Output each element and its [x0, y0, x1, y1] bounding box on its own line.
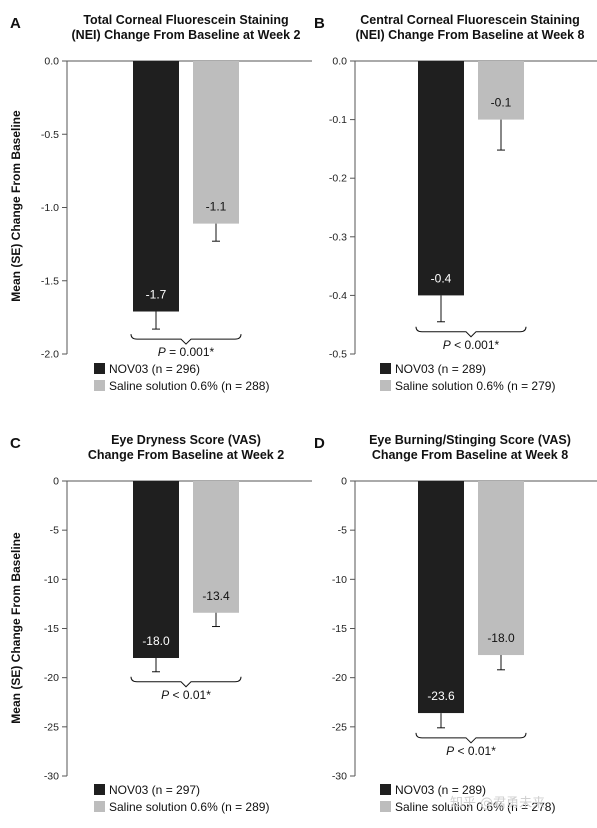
- panel-title-line: Total Corneal Fluorescein Staining: [83, 13, 288, 27]
- bar-saline: [478, 61, 524, 120]
- bar-value-label: -0.4: [431, 271, 452, 285]
- y-tick-label: -15: [44, 623, 59, 635]
- y-tick-label: -1.0: [41, 202, 59, 214]
- p-value-symbol: P: [161, 688, 169, 702]
- bar-value-label: -0.1: [491, 96, 512, 110]
- legend-swatch-saline: [380, 380, 391, 391]
- legend-swatch-nov03: [94, 363, 105, 374]
- panel-title-line: (NEI) Change From Baseline at Week 8: [356, 28, 585, 42]
- panel-d: D Eye Burning/Stinging Score (VAS)Change …: [314, 433, 597, 814]
- y-tick-label: -0.2: [329, 173, 347, 185]
- panel-title-line: Change From Baseline at Week 2: [88, 448, 284, 462]
- y-tick-label: -0.4: [329, 290, 347, 302]
- legend-entry: NOV03 (n = 297): [109, 783, 200, 797]
- y-tick-label: -5: [50, 525, 59, 537]
- legend-swatch-nov03: [380, 784, 391, 795]
- bar-saline: [478, 481, 524, 656]
- p-value: P = 0.001*: [158, 345, 215, 359]
- panel-letter: B: [314, 15, 325, 32]
- y-tick-label: -5: [338, 525, 347, 537]
- bar-nov03: [418, 61, 464, 296]
- bar-saline: [193, 61, 239, 224]
- legend-entry: Saline solution 0.6% (n = 289): [109, 800, 269, 814]
- legend-swatch-nov03: [94, 784, 105, 795]
- y-tick-label: 0: [341, 476, 347, 488]
- significance-bracket: [130, 676, 242, 688]
- y-axis-label: Mean (SE) Change From Baseline: [9, 110, 23, 302]
- y-tick-label: -0.1: [329, 114, 347, 126]
- bar-nov03: [418, 481, 464, 714]
- y-tick-label: -20: [332, 672, 347, 684]
- bar-saline: [193, 481, 239, 613]
- bar-value-label: -1.1: [206, 200, 227, 214]
- panel-title-line: Change From Baseline at Week 8: [372, 448, 568, 462]
- legend-entry: NOV03 (n = 296): [109, 362, 200, 376]
- y-tick-label: -30: [44, 771, 59, 783]
- significance-bracket: [415, 732, 527, 744]
- watermark: 知乎 @君勇未来: [450, 796, 546, 811]
- legend-swatch-saline: [94, 801, 105, 812]
- significance-bracket: [415, 326, 527, 338]
- significance-bracket: [130, 334, 242, 345]
- panel-letter: A: [10, 15, 21, 32]
- bar-value-label: -13.4: [202, 589, 230, 603]
- panel-letter: D: [314, 435, 325, 452]
- bar-value-label: -1.7: [146, 288, 167, 302]
- p-value-text: < 0.01*: [169, 688, 211, 702]
- p-value-text: = 0.001*: [166, 345, 215, 359]
- y-tick-label: -10: [332, 574, 347, 586]
- y-axis-label: Mean (SE) Change From Baseline: [9, 532, 23, 724]
- y-tick-label: 0.0: [44, 56, 59, 68]
- panel-title-line: Eye Dryness Score (VAS): [111, 433, 261, 447]
- y-tick-label: 0.0: [332, 56, 347, 68]
- p-value: P < 0.001*: [443, 338, 500, 352]
- y-tick-label: -0.5: [41, 129, 59, 141]
- y-tick-label: -25: [44, 721, 59, 733]
- panel-a: A Total Corneal Fluorescein Staining(NEI)…: [10, 13, 312, 393]
- bar-value-label: -23.6: [427, 689, 455, 703]
- bar-nov03: [133, 481, 179, 658]
- p-value-symbol: P: [446, 744, 454, 758]
- legend-swatch-saline: [380, 801, 391, 812]
- panel-title-line: Central Corneal Fluorescein Staining: [360, 13, 580, 27]
- p-value-text: < 0.001*: [451, 338, 500, 352]
- panel-c: C Eye Dryness Score (VAS)Change From Base…: [10, 433, 312, 814]
- y-tick-label: -15: [332, 623, 347, 635]
- legend-entry: Saline solution 0.6% (n = 278): [395, 800, 555, 814]
- legend-swatch-saline: [94, 380, 105, 391]
- p-value-symbol: P: [443, 338, 451, 352]
- p-value-text: < 0.01*: [454, 744, 496, 758]
- y-tick-label: -25: [332, 721, 347, 733]
- y-tick-label: -10: [44, 574, 59, 586]
- y-tick-label: -1.5: [41, 275, 59, 287]
- legend-entry: NOV03 (n = 289): [395, 362, 486, 376]
- y-tick-label: -30: [332, 771, 347, 783]
- y-tick-label: -20: [44, 672, 59, 684]
- p-value: P < 0.01*: [446, 744, 496, 758]
- legend-entry: Saline solution 0.6% (n = 279): [395, 379, 555, 393]
- panel-b: B Central Corneal Fluorescein Staining(NE…: [314, 13, 597, 393]
- y-tick-label: 0: [53, 476, 59, 488]
- y-tick-label: -0.3: [329, 231, 347, 243]
- p-value-symbol: P: [158, 345, 166, 359]
- bar-nov03: [133, 61, 179, 312]
- panel-letter: C: [10, 435, 21, 452]
- legend-entry: Saline solution 0.6% (n = 288): [109, 379, 269, 393]
- legend-entry: NOV03 (n = 289): [395, 783, 486, 797]
- y-tick-label: -2.0: [41, 349, 59, 361]
- y-tick-label: -0.5: [329, 349, 347, 361]
- panel-title-line: Eye Burning/Stinging Score (VAS): [369, 433, 571, 447]
- bar-value-label: -18.0: [142, 634, 170, 648]
- p-value: P < 0.01*: [161, 688, 211, 702]
- bar-value-label: -18.0: [487, 631, 515, 645]
- panel-title-line: (NEI) Change From Baseline at Week 2: [72, 28, 301, 42]
- legend-swatch-nov03: [380, 363, 391, 374]
